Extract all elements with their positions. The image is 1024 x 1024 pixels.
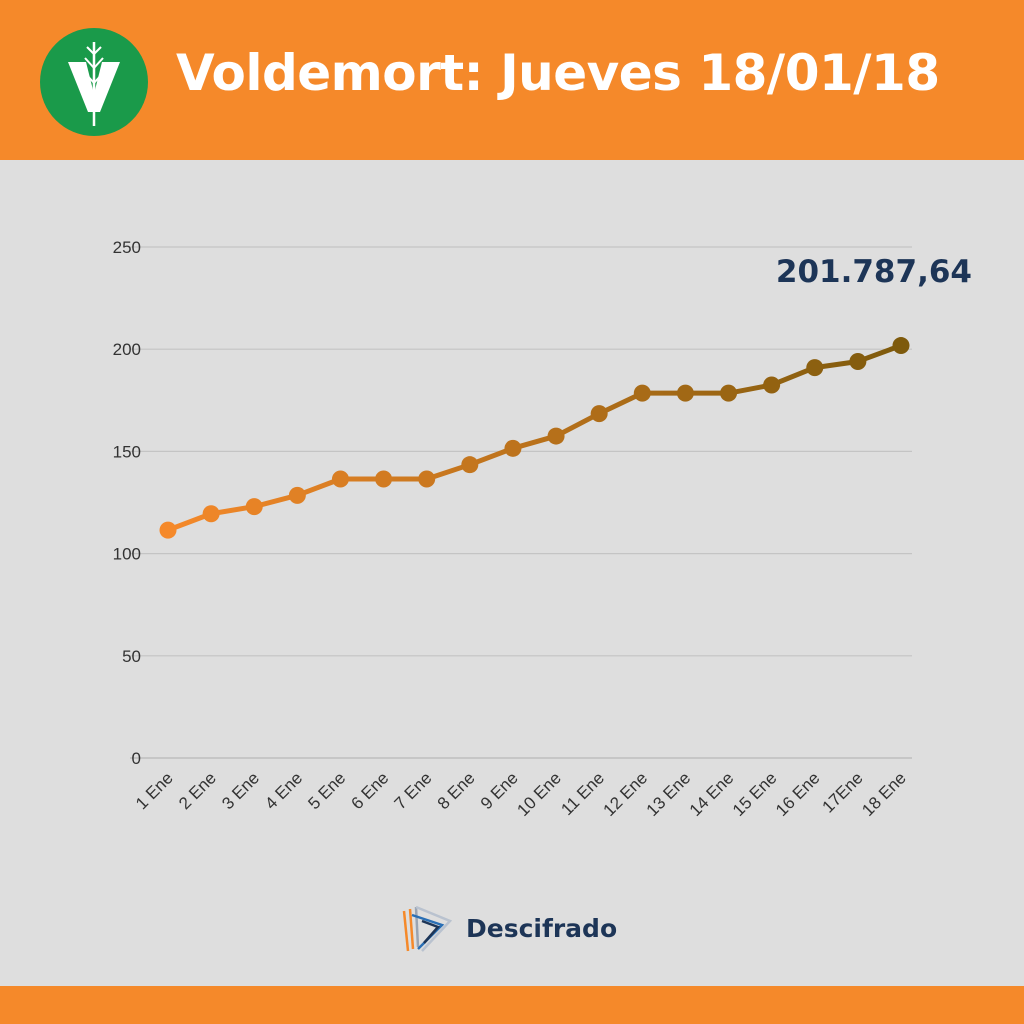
x-tick-label: 6 Ene [348, 768, 393, 813]
x-tick-label: 17Ene [819, 768, 867, 816]
x-tick-label: 18 Ene [858, 768, 910, 820]
data-point [676, 384, 694, 402]
brand-footer: Descifrado [398, 898, 617, 958]
y-tick-label: 50 [122, 647, 141, 666]
x-tick-label: 8 Ene [434, 768, 479, 813]
last-value-label: 201.787,64 [776, 254, 972, 290]
data-point [504, 439, 522, 457]
data-point [461, 456, 479, 474]
data-point [720, 384, 738, 402]
footer-bar [0, 986, 1024, 1024]
header-bar: Voldemort: Jueves 18/01/18 [0, 0, 1024, 160]
x-tick-label: 3 Ene [218, 768, 263, 813]
x-tick-label: 12 Ene [600, 768, 652, 820]
data-point [245, 498, 263, 516]
data-point [288, 486, 306, 504]
data-point [331, 470, 349, 488]
descifrado-logo-icon [402, 905, 453, 952]
data-point [418, 470, 436, 488]
x-tick-label: 1 Ene [132, 768, 177, 813]
data-point [547, 427, 565, 445]
x-tick-label: 4 Ene [261, 768, 306, 813]
data-point [633, 384, 651, 402]
y-tick-label: 150 [113, 442, 141, 461]
data-point [159, 521, 177, 539]
y-tick-label: 0 [132, 749, 141, 768]
x-tick-label: 2 Ene [175, 768, 220, 813]
x-tick-label: 10 Ene [513, 768, 565, 820]
logo-icon [40, 28, 148, 136]
data-point [202, 505, 220, 523]
x-tick-label: 5 Ene [304, 768, 349, 813]
data-point [892, 337, 910, 355]
x-tick-label: 14 Ene [686, 768, 738, 820]
x-tick-label: 11 Ene [557, 768, 608, 819]
page-title: Voldemort: Jueves 18/01/18 [176, 44, 940, 102]
data-point [849, 352, 867, 370]
brand-name: Descifrado [466, 913, 618, 943]
y-tick-label: 200 [113, 340, 141, 359]
data-point [375, 470, 393, 488]
data-point [763, 376, 781, 394]
x-tick-label: 13 Ene [643, 768, 695, 820]
data-point [590, 405, 608, 423]
y-tick-label: 100 [113, 545, 141, 564]
series-line [165, 343, 904, 533]
x-tick-label: 7 Ene [391, 768, 436, 813]
y-tick-label: 250 [113, 238, 141, 257]
x-tick-label: 15 Ene [729, 768, 781, 820]
x-tick-label: 16 Ene [772, 768, 824, 820]
data-point [806, 359, 824, 377]
